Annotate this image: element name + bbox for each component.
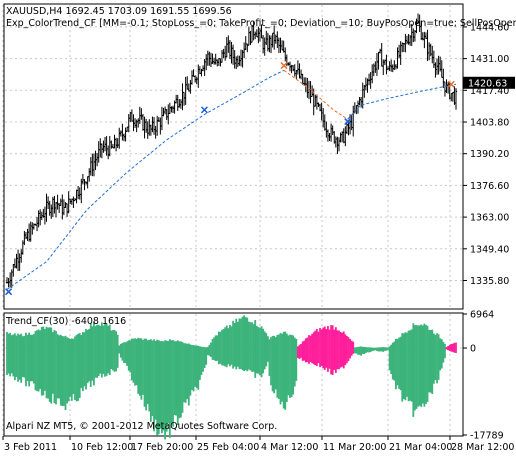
time-tick-label: 10 Feb 12:00 (71, 442, 133, 453)
time-tick-label: 17 Feb 20:00 (131, 442, 193, 453)
price-tick-label: 1363.00 (470, 213, 509, 224)
price-tick-label: 1417.40 (470, 86, 509, 97)
indicator-tick-label: -17789 (470, 431, 504, 442)
price-grid (2, 5, 462, 308)
price-axis: 1444.60 1431.00 1417.40 1403.80 1390.20 1376.… (463, 22, 515, 287)
price-tick-label: 1376.60 (470, 181, 509, 192)
time-tick-label: 28 Mar 12:00 (451, 442, 514, 453)
price-tick-label: 1444.60 (470, 22, 509, 33)
sell-signal (447, 80, 455, 88)
price-tick-label: 1349.40 (470, 244, 509, 255)
current-price-box (463, 76, 515, 89)
buy-signal (200, 106, 208, 114)
buy-signal (5, 288, 13, 296)
price-tick-label: 1403.80 (470, 118, 509, 129)
indicator-header: Trend_CF(30) -6408 1616 (5, 316, 126, 327)
price-tick-label: 1390.20 (470, 149, 509, 160)
moving-average (6, 69, 457, 290)
buy-signal (344, 118, 352, 126)
ma-line-blue-2 (347, 83, 457, 120)
indicator-histogram (6, 315, 457, 440)
time-tick-label: 3 Feb 2011 (4, 442, 57, 453)
time-tick-label: 11 Mar 20:00 (323, 442, 386, 453)
price-tick-label: 1431.00 (470, 54, 509, 65)
ma-line-blue (6, 69, 285, 290)
time-tick-label: 4 Mar 12:00 (261, 442, 318, 453)
time-tick-label: 21 Mar 04:00 (389, 442, 452, 453)
indicator-axis: 6964 0 -17789 (463, 310, 504, 442)
indicator-tick-label: 6964 (470, 310, 494, 321)
trade-signals (5, 62, 455, 296)
symbol-header: XAUUSD,H4 1692.45 1703.09 1691.55 1699.5… (6, 6, 232, 17)
expert-header: Exp_ColorTrend_CF [MM=-0.1; StopLoss_=0;… (6, 18, 516, 29)
price-tick-label: 1335.80 (470, 276, 509, 287)
price-bars (5, 13, 458, 288)
time-tick-label: 25 Feb 04:00 (197, 442, 259, 453)
sell-signal (280, 62, 288, 70)
ma-line-orange (283, 69, 348, 120)
current-price-label: 1420.63 (468, 78, 507, 89)
indicator-tick-label: 0 (470, 344, 476, 355)
copyright-text: Alpari NZ MT5, © 2001-2012 MetaQuotes So… (6, 421, 277, 432)
